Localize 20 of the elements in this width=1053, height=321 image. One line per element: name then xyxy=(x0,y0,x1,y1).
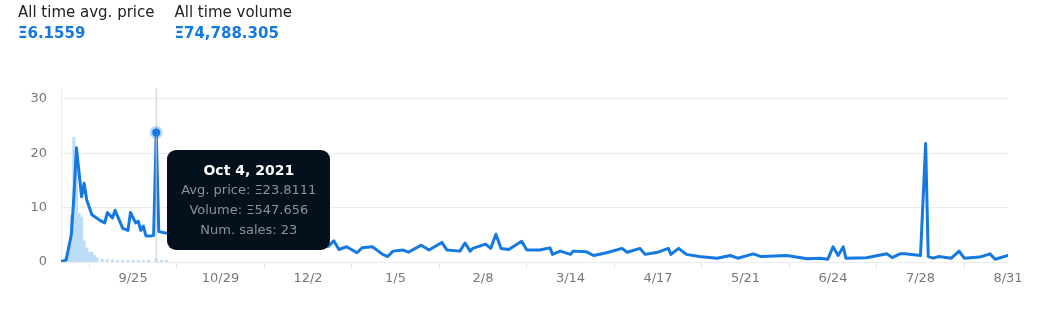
x-tick-label: 8/31 xyxy=(993,270,1023,286)
text: All time avg. price xyxy=(18,2,155,22)
y-tick-label: 20 xyxy=(30,144,47,160)
x-tick-label: 1/5 xyxy=(385,270,406,286)
x-tick-label: 12/2 xyxy=(293,270,323,286)
annotation: Oct 4, 2021 Avg. price: Ξ23.8111 Volume: Ξ547.656 Num. sales: 23 xyxy=(181,160,317,239)
x-tick-label: 4/17 xyxy=(643,270,673,286)
text: Ξ6.1559 xyxy=(18,23,87,44)
x-tick-label: 2/8 xyxy=(472,270,494,286)
x-tick-label: 3/14 xyxy=(555,270,586,286)
y-tick-label: 10 xyxy=(30,199,47,214)
x-tick-label: 7/28 xyxy=(905,270,936,286)
x-tick-label: 6/24 xyxy=(818,270,848,286)
y-tick-label: 30 xyxy=(30,90,47,106)
x-tick-label: 9/25 xyxy=(118,270,148,286)
x-tick-label: 10/29 xyxy=(201,270,240,286)
text: All time volume xyxy=(174,2,293,22)
y-tick-label: 0 xyxy=(38,253,47,269)
text: Ξ74,788.305 xyxy=(174,23,280,44)
x-tick-label: 5/21 xyxy=(730,270,761,286)
